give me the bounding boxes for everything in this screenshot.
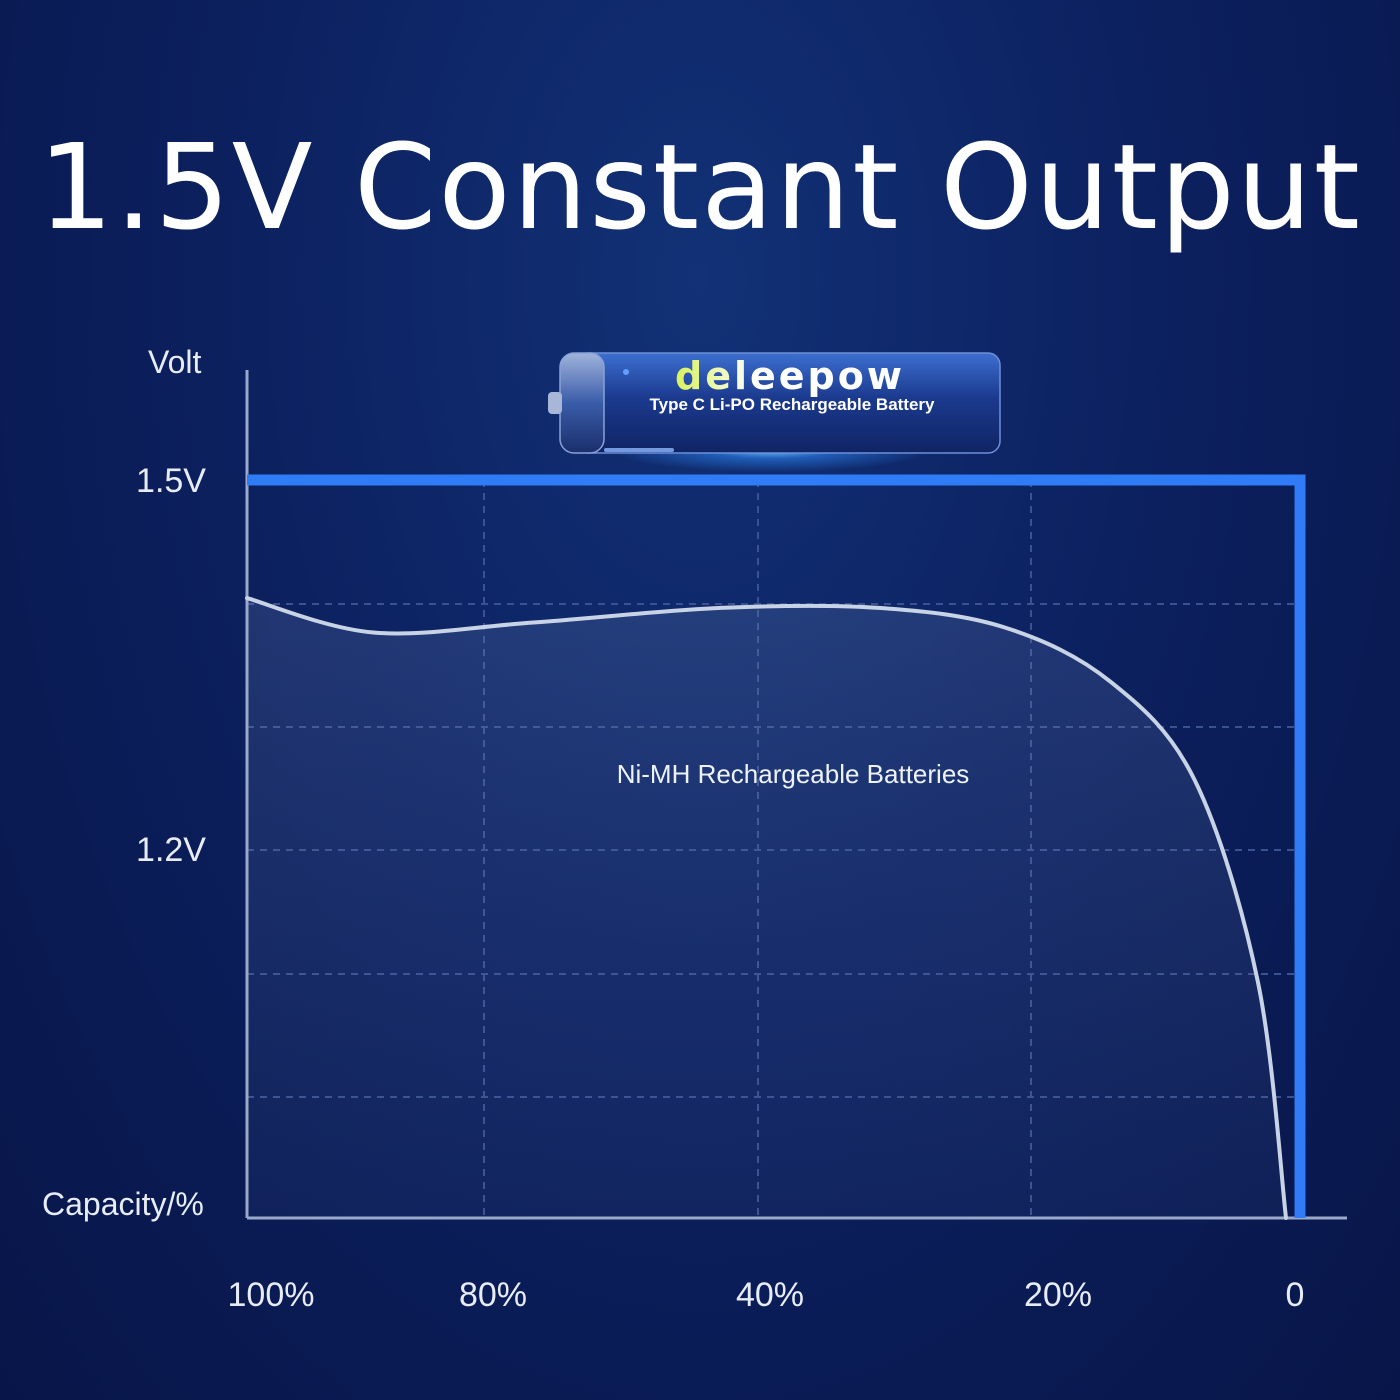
indicator-light [623,369,629,375]
x-tick-label: 20% [1024,1276,1092,1314]
x-axis-label: Capacity/% [42,1186,204,1222]
axes [245,370,1347,1220]
series-lines [245,474,1306,1220]
battery-subtitle: Type C Li-PO Rechargeable Battery [650,395,936,414]
nimh-area [247,598,1286,1218]
page-title: 1.5V Constant Output [38,118,1362,256]
series-label-nimh: Ni-MH Rechargeable Batteries [617,759,970,789]
x-tick-label: 80% [459,1276,527,1314]
y-tick-label: 1.2V [136,831,206,869]
nimh-series-line [245,596,1288,1220]
y-axis-label: Volt [148,344,202,380]
battery-image: deleepow Type C Li-PO Rechargeable Batte… [548,352,1001,472]
x-tick-label: 100% [228,1276,315,1314]
y-tick-label: 1.5V [136,462,206,500]
battery-terminal [548,392,562,414]
x-tick-label: 40% [736,1276,804,1314]
usb-port [604,448,674,452]
lipo-series-line [247,474,1306,1218]
battery-cap [559,352,605,454]
battery-brand: deleepow [675,354,905,398]
nimh-area-fill [247,598,1286,1218]
tick-labels: 100% 80% 40% 20% 0 1.5V 1.2V [136,462,1304,1314]
x-tick-label: 0 [1286,1276,1305,1314]
